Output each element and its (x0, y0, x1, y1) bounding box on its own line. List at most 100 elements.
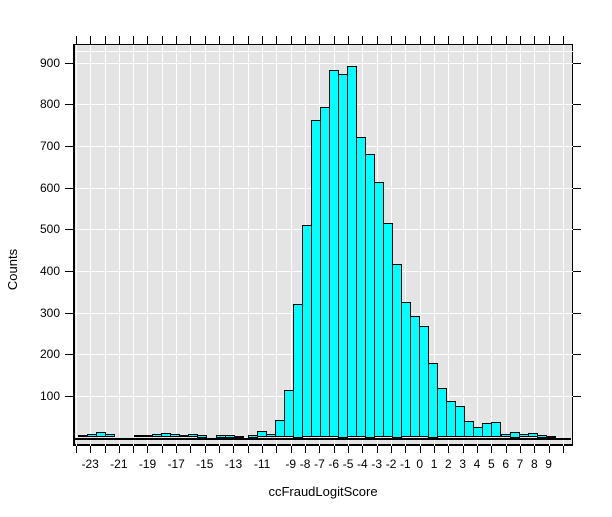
horizontal-gridline (75, 50, 575, 52)
x-tick-bottom (491, 446, 493, 453)
vertical-gridline (133, 45, 135, 447)
vertical-gridline (519, 45, 521, 447)
y-tick-label: 900 (39, 55, 60, 70)
x-tick-label: -19 (138, 457, 157, 471)
horizontal-gridline (75, 104, 575, 106)
histogram-bar (491, 422, 502, 438)
y-tick-right (573, 104, 581, 106)
histogram-bar (105, 433, 116, 438)
vertical-gridline (448, 45, 450, 447)
x-tick-top (405, 36, 407, 44)
x-tick-top (75, 36, 77, 44)
y-tick-label: 700 (39, 138, 60, 153)
y-tick-right (573, 312, 581, 314)
y-tick-left (65, 62, 73, 64)
x-tick-label: 2 (445, 457, 452, 471)
x-tick-top (276, 36, 278, 44)
x-tick-bottom (448, 446, 450, 453)
vertical-gridline (190, 45, 192, 447)
x-tick-top (190, 36, 192, 44)
x-tick-top (505, 36, 507, 44)
vertical-gridline (233, 45, 235, 447)
vertical-gridline (434, 45, 436, 447)
x-tick-top (419, 36, 421, 44)
y-tick-left (65, 104, 73, 106)
x-tick-bottom (118, 446, 120, 453)
x-tick-top (219, 36, 221, 44)
x-tick-label: -4 (357, 457, 368, 471)
x-tick-top (319, 36, 321, 44)
histogram-bar (545, 435, 556, 438)
x-tick-bottom (75, 446, 77, 453)
x-tick-label: 8 (530, 457, 538, 471)
horizontal-gridline (75, 62, 575, 64)
x-tick-label: -11 (253, 457, 271, 471)
y-tick-label: 300 (39, 305, 60, 320)
y-tick-left (65, 145, 73, 147)
vertical-gridline (90, 45, 92, 447)
y-tick-right (573, 62, 581, 64)
y-tick-right (573, 395, 581, 397)
x-tick-top (161, 36, 163, 44)
y-tick-label: 800 (39, 97, 60, 112)
x-tick-bottom (262, 446, 264, 453)
y-axis-title: Counts (5, 248, 21, 291)
x-tick-bottom (562, 446, 564, 453)
x-tick-label: -1 (400, 457, 411, 471)
vertical-gridline (548, 45, 550, 447)
vertical-gridline (419, 45, 421, 447)
x-tick-bottom (190, 446, 192, 453)
x-tick-bottom (319, 446, 321, 453)
y-tick-left (65, 312, 73, 314)
y-tick-right (573, 229, 581, 231)
x-tick-top (333, 36, 335, 44)
x-tick-label: -2 (385, 457, 397, 471)
y-tick-left (65, 354, 73, 356)
x-tick-top (534, 36, 536, 44)
x-tick-bottom (247, 446, 249, 453)
vertical-gridline (262, 45, 264, 447)
y-tick-right (573, 354, 581, 356)
plot-area (73, 44, 575, 447)
x-tick-top (118, 36, 120, 44)
y-tick-label: 500 (39, 222, 60, 237)
x-tick-bottom (505, 446, 507, 453)
x-tick-top (491, 36, 493, 44)
x-tick-label: 7 (516, 457, 524, 471)
x-tick-label: 6 (502, 457, 509, 471)
x-tick-bottom (204, 446, 206, 453)
x-tick-bottom (133, 446, 135, 453)
x-tick-top (391, 36, 393, 44)
x-tick-top (562, 36, 564, 44)
y-tick-label: 400 (39, 263, 60, 278)
x-tick-top (104, 36, 106, 44)
x-tick-bottom (405, 446, 407, 453)
vertical-gridline (290, 45, 292, 447)
x-tick-top (290, 36, 292, 44)
x-tick-bottom (348, 446, 350, 453)
x-tick-label: 9 (545, 457, 552, 471)
x-tick-bottom (434, 446, 436, 453)
x-tick-label: 3 (459, 457, 467, 471)
x-tick-bottom (376, 446, 378, 453)
x-tick-bottom (534, 446, 536, 453)
histogram-bar (197, 435, 208, 438)
vertical-gridline (491, 45, 493, 447)
vertical-gridline (75, 45, 77, 447)
x-tick-label: -3 (371, 457, 383, 471)
y-tick-left (65, 395, 73, 397)
x-tick-label: -6 (328, 457, 340, 471)
x-tick-top (348, 36, 350, 44)
histogram-bar (256, 431, 267, 438)
x-tick-bottom (147, 446, 149, 453)
x-tick-bottom (219, 446, 221, 453)
x-tick-bottom (90, 446, 92, 453)
x-tick-bottom (477, 446, 478, 453)
vertical-gridline (562, 45, 564, 447)
x-tick-label: -5 (342, 457, 354, 471)
vertical-gridline (247, 45, 249, 447)
x-tick-bottom (290, 446, 292, 453)
y-tick-left (65, 229, 73, 231)
x-tick-top (376, 36, 378, 44)
